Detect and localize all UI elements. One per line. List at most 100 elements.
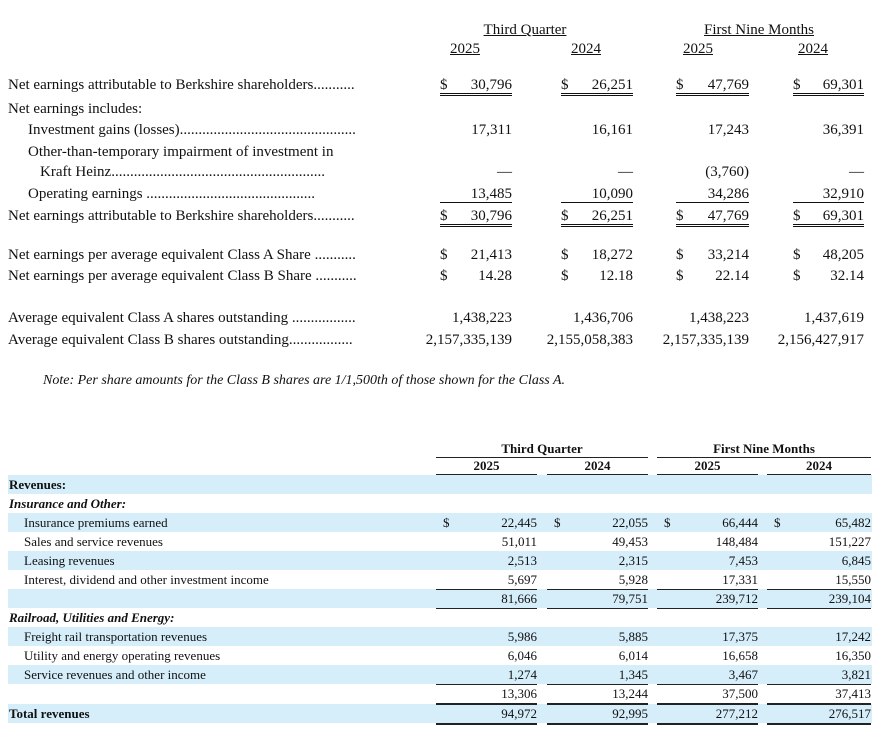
row-value: 277,212 (715, 706, 758, 721)
row-value: 22,055 (612, 515, 648, 530)
dollar-sign: $ (774, 515, 781, 530)
sum-rule (657, 684, 758, 685)
sum-rule (547, 589, 648, 590)
sum-rule (436, 704, 537, 705)
header-year: 2024 (584, 458, 611, 473)
row-label: Average equivalent Class B shares outsta… (8, 332, 353, 348)
sum-rule (767, 608, 871, 609)
row-value: 33,214 (707, 247, 749, 263)
row-value: 5,885 (618, 629, 648, 644)
year-rule (547, 474, 648, 475)
underline (440, 224, 512, 227)
row-label: Kraft Heinz.............................… (40, 164, 325, 180)
row-value: 16,350 (835, 648, 871, 663)
dollar-sign: $ (440, 77, 448, 93)
row-value: 17,242 (835, 629, 871, 644)
row-label: Investment gains (losses)...............… (28, 122, 356, 138)
row-value: 92,995 (612, 706, 648, 721)
header-year: 2025 (473, 458, 500, 473)
dollar-sign: $ (676, 77, 684, 93)
row-value: 26,251 (591, 208, 633, 224)
row-value: — (618, 164, 633, 180)
row-value: 12.18 (599, 268, 633, 284)
row-label: Operating earnings .....................… (28, 186, 316, 202)
row-value: 49,453 (612, 534, 648, 549)
row-label: Net earnings attributable to Berkshire s… (8, 208, 355, 224)
row-value: 2,157,335,139 (662, 332, 749, 348)
row-value: 148,484 (715, 534, 758, 549)
sum-rule (767, 704, 871, 705)
row-value: 2,155,058,383 (546, 332, 633, 348)
sum-rule (767, 589, 871, 590)
row-value: 2,157,335,139 (425, 332, 512, 348)
row-band (8, 551, 872, 570)
underline (793, 93, 864, 96)
row-value: 1,274 (507, 667, 537, 682)
underline (561, 224, 633, 227)
row-value: 47,769 (707, 77, 749, 93)
row-value: 2,513 (507, 553, 537, 568)
header-first-nine-months: First Nine Months (713, 441, 815, 456)
row-value: 81,666 (501, 591, 537, 606)
row-label: Net earnings per average equivalent Clas… (8, 247, 356, 263)
row-value: 30,796 (470, 208, 512, 224)
row-value: 5,697 (507, 572, 537, 587)
row-value: 37,413 (835, 686, 871, 701)
header-year: 2025 (683, 41, 713, 57)
header-year: 2025 (450, 41, 480, 57)
underline (676, 202, 749, 203)
row-label: Total revenues (9, 706, 90, 721)
row-value: 13,306 (501, 686, 537, 701)
total-rule (436, 723, 537, 725)
row-value: 16,658 (722, 648, 758, 663)
row-value: 7,453 (728, 553, 758, 568)
dollar-sign: $ (676, 208, 684, 224)
row-band (8, 475, 872, 494)
row-value: 17,311 (471, 122, 512, 138)
header-third-quarter: Third Quarter (483, 22, 567, 38)
row-band (8, 665, 872, 684)
header-year: 2025 (694, 458, 721, 473)
row-value: 47,769 (707, 208, 749, 224)
total-rule (547, 723, 648, 725)
underline (561, 202, 633, 203)
dollar-sign: $ (561, 208, 569, 224)
row-value: 14.28 (478, 268, 512, 284)
dollar-sign: $ (793, 208, 801, 224)
sum-rule (657, 589, 758, 590)
row-label: Average equivalent Class A shares outsta… (8, 310, 356, 326)
dollar-sign: $ (443, 515, 450, 530)
row-label: Sales and service revenues (24, 534, 163, 549)
row-band (8, 513, 872, 532)
row-value: 36,391 (822, 122, 864, 138)
row-label: Revenues: (9, 477, 67, 492)
row-value: 1,438,223 (689, 310, 749, 326)
row-value: 2,156,427,917 (777, 332, 864, 348)
row-value: 3,821 (841, 667, 871, 682)
dollar-sign: $ (793, 77, 801, 93)
row-value: 13,485 (470, 186, 512, 202)
row-label: Net earnings per average equivalent Clas… (8, 268, 357, 284)
row-value: 48,205 (822, 247, 864, 263)
row-value: 17,331 (722, 572, 758, 587)
row-value: 6,845 (841, 553, 871, 568)
sum-rule (436, 608, 537, 609)
header-rule (657, 457, 871, 458)
header-year: 2024 (806, 458, 832, 473)
sum-rule (547, 703, 648, 704)
row-value: 34,286 (707, 186, 749, 202)
dollar-sign: $ (793, 247, 801, 263)
row-value: 17,375 (722, 629, 758, 644)
total-rule (657, 723, 758, 725)
row-value: 22,445 (501, 515, 537, 530)
row-label: Interest, dividend and other investment … (24, 572, 269, 587)
row-value: 66,444 (722, 515, 758, 530)
row-value: 6,014 (618, 648, 648, 663)
dollar-sign: $ (554, 515, 561, 530)
dollar-sign: $ (440, 268, 448, 284)
row-value: 51,011 (501, 534, 537, 549)
row-value: 5,986 (507, 629, 537, 644)
row-value: 69,301 (822, 77, 864, 93)
row-value: 69,301 (822, 208, 864, 224)
row-label: Freight rail transportation revenues (24, 629, 208, 644)
